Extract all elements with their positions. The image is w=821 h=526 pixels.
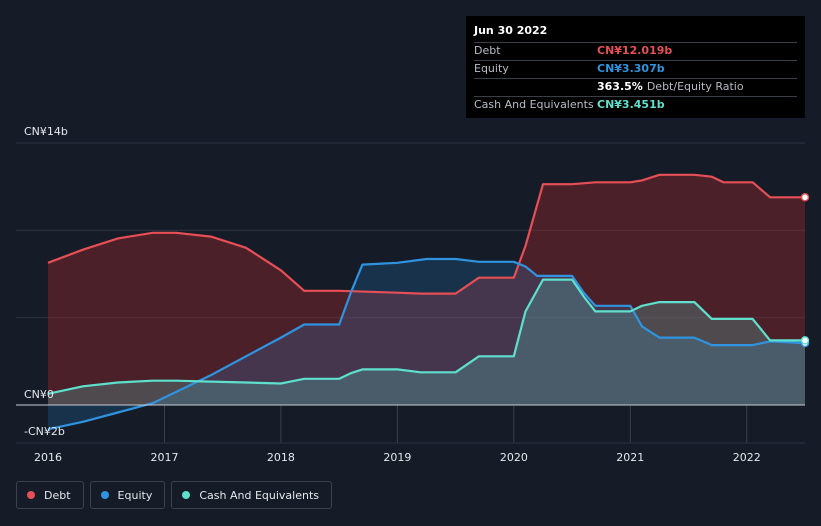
series-line-equity: [47, 257, 806, 431]
y-tick-label-zero: CN¥0: [24, 388, 54, 401]
tooltip-row-debt: Debt CN¥12.019b: [474, 42, 797, 60]
debt-dot-icon: [27, 491, 35, 499]
legend-item-debt[interactable]: Debt: [16, 481, 84, 509]
tooltip-label-ratio: [474, 79, 597, 96]
series-area-equity: [48, 259, 805, 430]
x-tick-label-2022: 2022: [733, 451, 761, 464]
tooltip-value-ratio: 363.5%: [597, 80, 643, 93]
legend-item-cash[interactable]: Cash And Equivalents: [171, 481, 332, 509]
tooltip-label-equity: Equity: [474, 62, 509, 75]
gridlines: [16, 142, 805, 444]
axes: CN¥14b CN¥0 -CN¥2b 2016 2017 2018 2019 2020 2021…: [16, 125, 805, 464]
tooltip-label-cash: Cash And Equivalents: [474, 98, 594, 111]
tooltip-ratio-caption: Debt/Equity Ratio: [646, 80, 744, 93]
legend-item-equity[interactable]: Equity: [89, 481, 166, 509]
y-tick-label-top: CN¥14b: [24, 125, 68, 138]
tooltip-row-cash: Cash And Equivalents CN¥3.451b: [474, 96, 797, 114]
legend-label-cash: Cash And Equivalents: [199, 488, 319, 502]
x-tick-label-2016: 2016: [34, 451, 62, 464]
tooltip-date: Jun 30 2022: [474, 24, 548, 37]
end-marker-cash: [800, 336, 810, 345]
tooltip-value-equity: CN¥3.307b: [597, 62, 665, 75]
series-line-debt: [47, 173, 805, 295]
cash-dot-icon: [182, 491, 191, 499]
x-tick-label-2017: 2017: [150, 451, 178, 464]
x-tick-label-2020: 2020: [500, 451, 528, 464]
series-areas: [48, 174, 805, 430]
series-line-cash: [47, 278, 805, 395]
tooltip-row-equity: Equity CN¥3.307b: [474, 60, 797, 78]
end-marker-debt: [800, 193, 810, 202]
series-area-cash: [48, 279, 805, 405]
legend-label-equity: Equity: [117, 488, 153, 502]
legend: Debt Equity Cash And Equivalents: [16, 481, 332, 511]
tooltip-label-debt: Debt: [474, 44, 501, 57]
tooltip-value-cash: CN¥3.451b: [597, 98, 665, 111]
x-tick-label-2021: 2021: [616, 451, 644, 464]
tooltip-row-ratio: 363.5% Debt/Equity Ratio: [474, 78, 797, 96]
series-lines: [47, 173, 810, 431]
tooltip-panel: Jun 30 2022 Debt CN¥12.019b Equity CN¥3.…: [466, 16, 805, 118]
x-tick-label-2018: 2018: [267, 451, 295, 464]
tooltip-value-debt: CN¥12.019b: [597, 44, 673, 57]
equity-dot-icon: [100, 491, 109, 499]
x-tick-label-2019: 2019: [383, 451, 411, 464]
legend-label-debt: Debt: [44, 488, 71, 502]
y-tick-label-bottom: -CN¥2b: [24, 425, 65, 438]
series-area-debt: [48, 174, 805, 405]
